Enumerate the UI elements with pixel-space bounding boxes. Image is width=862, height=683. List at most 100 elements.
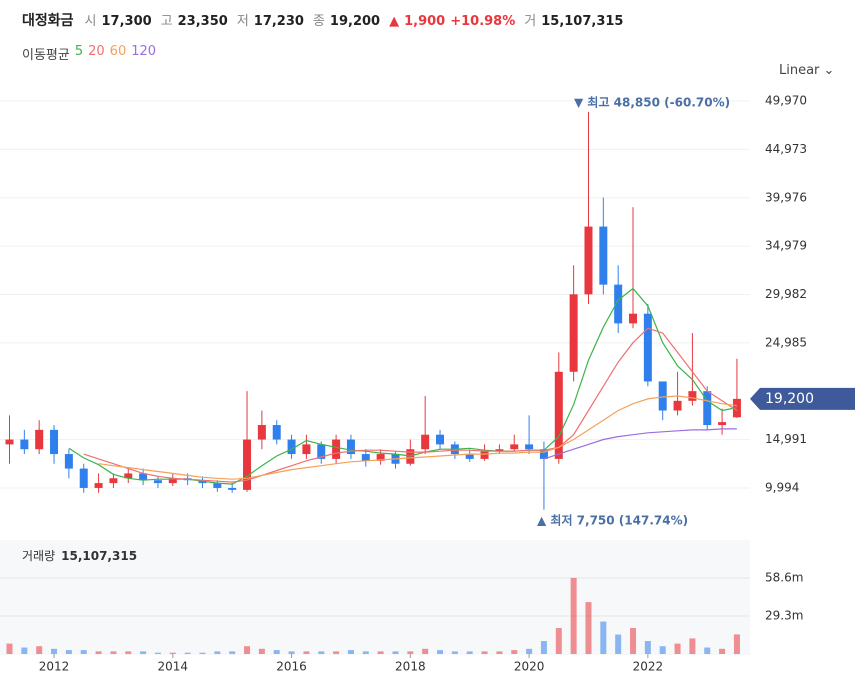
volume-bar [659,646,666,654]
volume-bar [6,643,13,654]
volume-label-name: 거래량 [22,549,55,563]
volume-bar [229,651,236,654]
candle-body [5,439,14,445]
candle-body [332,439,341,459]
candle-body [79,468,88,488]
volume-bar [333,651,340,654]
chevron: ⌄ [823,63,835,78]
last-price-label: 19,200 [765,391,814,407]
x-tick-label: 2014 [158,660,189,674]
low-annotation: ▲ 최저 7,750 (147.74%) [537,513,688,528]
volume-bar [555,628,562,654]
candle-body [554,371,563,459]
x-tick-label: 2012 [39,660,70,674]
y-tick-label: 24,985 [765,335,807,349]
ma-legend-item: 120 [131,44,157,59]
ma-legend-item: 20 [88,44,105,59]
candle-body [94,483,103,488]
candle-body [465,454,474,459]
candle-body [599,226,608,285]
volume-bar [65,650,72,654]
y-tick-label: 14,991 [765,432,807,446]
volume-bar [511,650,518,654]
volume-bar [362,651,369,654]
high-annotation: ▼ 최고 48,850 (-60.70%) [574,95,730,110]
field-value: 17,300 [101,14,152,29]
volume-bar [110,651,117,654]
last-price-tag [750,387,855,410]
volume-label: 거래량 15,107,315 [22,549,137,563]
candle-body [421,434,430,450]
volume-bar [21,647,28,654]
ma-legend-item: 5 [74,44,84,59]
volume-bar [644,641,651,654]
candle-body [525,444,534,450]
volume-bar [36,646,43,654]
field-label: 종 [312,14,325,29]
candle-body [718,422,727,426]
volume-bar [437,650,444,654]
y-tick-label: 29,982 [765,287,807,301]
volume-bar [719,648,726,654]
volume-bar [481,651,488,654]
volume-bar [258,648,265,654]
candle-body [153,480,162,484]
candle-body [64,454,73,469]
scale-toggle[interactable]: Linear ⌄ [779,63,834,78]
volume-bar [140,651,147,654]
candle-body [302,444,311,455]
volume-bar [169,652,176,654]
volume-bar [199,652,206,654]
volume-bar [51,648,58,654]
volume-bar [125,651,132,654]
y-tick-label: 9,994 [765,481,799,495]
ma-legend-item: 60 [109,44,127,59]
volume-bar [184,652,191,654]
candle-body [376,454,385,461]
candle-body [510,444,519,450]
candle-body [539,449,548,459]
volume-bar [733,634,740,654]
candle-body [287,439,296,455]
candle-body [361,454,370,461]
volume-bar [244,646,251,654]
volume-tick-label: 58.6m [765,570,803,584]
candle-body [168,478,177,484]
x-tick-label: 2020 [514,660,545,674]
y-tick-label: 34,979 [765,239,807,253]
candle-body [629,313,638,324]
volume-bar [80,650,87,654]
y-tick-label: 39,976 [765,190,807,204]
candle-body [703,391,712,426]
field-value: 23,350 [177,14,228,29]
volume-panel [0,540,750,655]
volume-bar [422,648,429,654]
volume-bar [496,651,503,654]
volume-bar [318,651,325,654]
ma-line [543,428,737,460]
x-tick-label: 2016 [276,660,307,674]
volume-bar [689,638,696,654]
candle-body [272,425,281,440]
change-percent: +10.98% [450,14,516,29]
volume-bar [392,651,399,654]
x-tick-label: 2018 [395,660,426,674]
change-amount: 1,900 [404,14,446,29]
x-tick-label: 2022 [633,660,664,674]
volume-bar [704,647,711,654]
field-label: 고 [160,14,173,29]
volume-bar [466,651,473,654]
field-value: 17,230 [253,14,304,29]
candle-body [50,429,59,455]
candle-body [614,284,623,324]
ma-line [98,395,737,480]
field-value: 19,200 [329,14,381,29]
volume-bar [154,652,161,654]
volume-bar [600,621,607,654]
volume-bar [526,648,533,654]
volume-bar [303,651,310,654]
field-label: 저 [236,14,249,29]
volume-bar [570,577,577,654]
